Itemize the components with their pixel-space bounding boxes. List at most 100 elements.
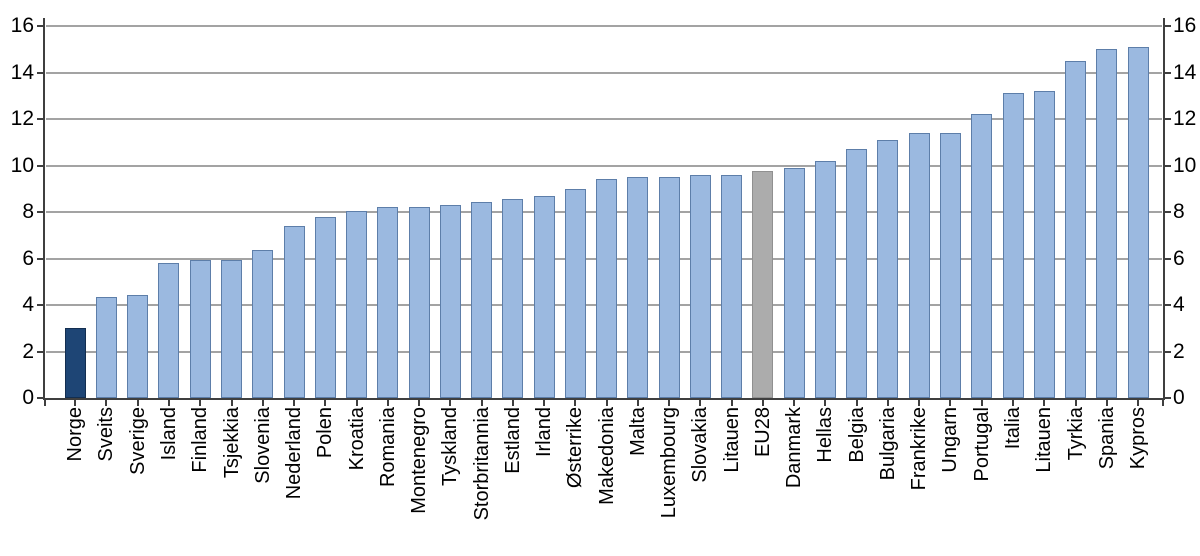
x-axis-tick [355, 400, 358, 406]
x-axis-tick [730, 400, 733, 406]
y-axis-tick-right [1163, 211, 1171, 213]
x-axis-tick [886, 400, 889, 406]
chart-bar [908, 133, 930, 398]
x-axis-label: Finland [189, 407, 212, 473]
gridline [46, 25, 1162, 27]
x-axis-tick [511, 400, 514, 406]
x-axis-tick [824, 400, 827, 406]
x-axis-tick [1074, 400, 1077, 406]
chart-bar [189, 260, 211, 398]
y-axis-tick-left [37, 304, 45, 306]
y-axis-tick-left [37, 118, 45, 120]
y-axis-label-right: 16 [1173, 14, 1197, 37]
x-axis-tick [918, 400, 921, 406]
chart-bar [721, 175, 743, 398]
chart-bar [658, 177, 680, 398]
y-axis-label-right: 12 [1173, 107, 1197, 130]
x-axis-tick [699, 400, 702, 406]
x-axis-label: Tyrkia [1064, 407, 1087, 461]
y-axis-label-right: 14 [1173, 60, 1197, 84]
x-axis-label: Estland [501, 407, 524, 474]
x-axis-tick [74, 400, 77, 406]
x-axis-tick [167, 400, 170, 406]
y-axis-label-right: 10 [1173, 153, 1197, 177]
x-axis-tick [543, 400, 546, 406]
x-axis-tick [636, 400, 639, 406]
x-axis-tick [1105, 400, 1108, 406]
chart-bar [596, 179, 618, 398]
y-axis-label-right: 2 [1173, 339, 1185, 363]
chart-bar [564, 189, 586, 398]
x-axis-tick [230, 400, 233, 406]
x-axis-tick [261, 400, 264, 406]
chart-bar [1002, 93, 1024, 398]
x-axis-tick [1012, 400, 1014, 406]
x-axis-label: Luxembourg [658, 407, 681, 519]
chart-bar [95, 297, 117, 398]
x-axis-label: Polen [314, 407, 337, 459]
y-axis-tick-left [37, 25, 45, 27]
y-axis-tick-right [1163, 25, 1171, 27]
x-axis-tick [574, 400, 577, 406]
x-axis-label: Spania [1095, 407, 1118, 470]
x-axis-label: Tsjekkia [220, 407, 243, 479]
x-axis-tick [105, 400, 108, 406]
x-axis-tick [480, 400, 483, 406]
x-axis-label: Danmark [783, 407, 806, 489]
x-axis-label: Frankrike [908, 407, 931, 491]
x-axis-label: Kroatia [345, 407, 368, 471]
chart-bar [439, 205, 461, 398]
x-axis-label: Island [157, 407, 180, 461]
x-axis-tick [1043, 400, 1046, 406]
y-axis-tick-left [37, 71, 45, 74]
chart-bar [689, 175, 711, 398]
x-axis-tick [324, 400, 327, 406]
x-axis-label: Litauen [720, 407, 743, 473]
chart-bar [1096, 49, 1118, 398]
y-axis-label-left: 10 [10, 153, 34, 177]
chart-bar [846, 149, 868, 398]
y-axis-label-right: 0 [1173, 386, 1185, 409]
y-axis-tick-right [1163, 118, 1171, 120]
x-axis-label: Malta [626, 407, 649, 456]
chart-bar [408, 207, 430, 398]
x-axis-label: Irland [533, 407, 556, 458]
chart-bar [158, 263, 180, 398]
chart-bar [221, 260, 242, 398]
y-axis-label-left: 14 [10, 60, 34, 84]
x-axis-line [43, 398, 1165, 400]
y-axis-label-left: 16 [10, 14, 34, 37]
chart-bar [1033, 91, 1055, 398]
chart-bar [1127, 47, 1149, 398]
chart-bar [252, 250, 274, 398]
y-axis-label-left: 2 [22, 339, 34, 363]
chart-bar [814, 161, 836, 398]
gridline [46, 118, 1162, 120]
x-axis-label: Nederland [283, 407, 306, 500]
y-axis-tick-left [37, 164, 45, 167]
x-axis-tick [449, 400, 452, 406]
x-axis-label: Slovenia [251, 407, 274, 484]
x-axis-label: Montenegro [408, 407, 431, 514]
x-axis-label: Belgia [845, 407, 868, 463]
chart-bar [1065, 61, 1087, 398]
chart-bar [533, 196, 555, 398]
y-axis-label-left: 8 [22, 200, 34, 223]
x-axis-label: Storbritannia [470, 407, 493, 521]
y-axis-label-left: 4 [22, 293, 34, 316]
y-axis-tick-right [1163, 397, 1171, 399]
x-axis-tick [1162, 400, 1164, 406]
x-axis-label: Norge [64, 407, 87, 462]
chart-bar [471, 202, 493, 398]
x-axis-label: Kypros [1127, 407, 1150, 470]
x-axis-tick [1137, 400, 1140, 406]
chart-bar [346, 211, 368, 398]
y-axis-line-right [1163, 18, 1165, 400]
x-axis-tick [855, 400, 858, 406]
chart-bar [314, 217, 336, 398]
y-axis-line-left [43, 18, 45, 400]
x-axis-label: Litauen [1033, 407, 1056, 473]
chart-bar [283, 226, 305, 398]
y-axis-label-left: 0 [22, 386, 34, 409]
